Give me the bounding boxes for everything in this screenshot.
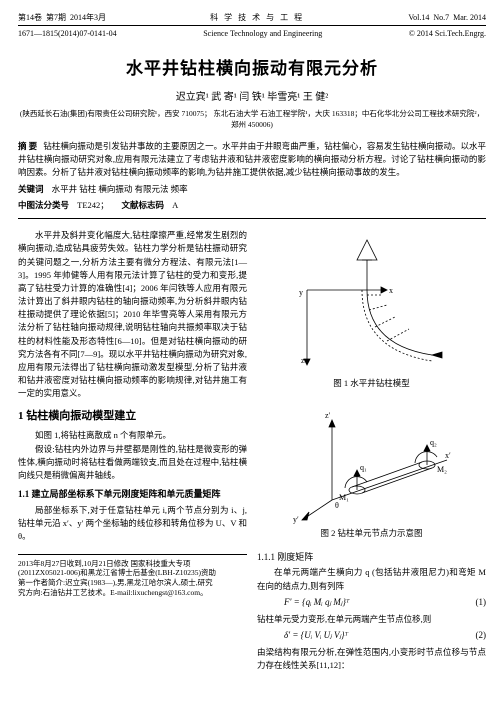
two-column-body: 水平井及斜井变化幅度大,钻柱摩擦严重,经常发生剧烈的横向振动,造成钻具疲劳失效。… [18, 229, 486, 672]
q1-label: q₁ [360, 463, 367, 472]
axis-xprime-label: x′ [445, 451, 451, 460]
m1-label: M₁ [339, 493, 349, 502]
footnote-block: 2013年8月27日收到,10月21日修改 国家科技重大专项 (2011ZX05… [18, 554, 247, 598]
axis-yprime-label: y′ [293, 515, 299, 524]
axis-x-label: x [389, 286, 393, 295]
figure-1-caption: 图 1 水平井钻柱模型 [333, 377, 410, 390]
footnote-line-3: 第一作者简介:迟立宾(1983—),男,黑龙江哈尔滨人,硕士,研究 [18, 578, 247, 588]
paper-page: 第14卷 第7期 2014年3月 科 学 技 术 与 工 程 Vol.14 No… [0, 0, 504, 684]
axis-y-label: y [299, 288, 303, 297]
p-stiffness-3: 由梁结构有限元分析,在弹性范围内,小变形时节点位移与节点力存在线性关系[11,1… [257, 646, 486, 672]
eq1-number: (1) [476, 596, 487, 610]
abstract-label: 摘 要 [18, 141, 37, 151]
keywords-row: 关键词 水平井 钻柱 横向振动 有限元法 频率 [18, 184, 486, 196]
axis-zprime-label: z′ [325, 411, 331, 420]
header-copyright: © 2014 Sci.Tech.Engrg. [409, 28, 486, 39]
figure-1: x y z 图 1 水平井钻柱模型 [257, 235, 486, 390]
eq2-body: δ' = {Uᵢ Vᵢ Uⱼ Vⱼ}ᵀ [284, 629, 348, 643]
p-stiffness-2: 钻柱单元受力变形,在单元两端产生节点位移,则 [257, 613, 486, 626]
equation-1: F' = {qᵢ Mᵢ qⱼ Mⱼ}ᵀ (1) [257, 596, 486, 610]
header-journal-en: Science Technology and Engineering [203, 28, 322, 39]
class-label: 中图法分类号 [18, 200, 69, 210]
class-code: TE242； [77, 200, 109, 210]
p-assumptions: 假设:钻柱内外边界与井壁都是刚性的,钻柱是微变形的弹性体,横向振动时将钻柱看做两… [18, 443, 247, 483]
theta-label: θ [335, 501, 339, 510]
intro-paragraph: 水平井及斜井变化幅度大,钻柱摩擦严重,经常发生剧烈的横向振动,造成钻具疲劳失效。… [18, 229, 247, 400]
keywords-text: 水平井 钻柱 横向振动 有限元法 频率 [52, 184, 188, 194]
footnote-line-2: (2011ZX05021-006)和黑龙江省博士后基金(LBH-Z10235)资… [18, 568, 247, 578]
q2-label: q₂ [430, 438, 437, 447]
equation-2: δ' = {Uᵢ Vᵢ Uⱼ Vⱼ}ᵀ (2) [257, 629, 486, 643]
header-journal-cn: 科 学 技 术 与 工 程 [210, 12, 304, 23]
header-issn: 1671—1815(2014)07-0141-04 [18, 28, 117, 39]
left-column: 水平井及斜井变化幅度大,钻柱摩擦严重,经常发生剧烈的横向振动,造成钻具疲劳失效。… [18, 229, 247, 672]
right-column: x y z 图 1 水平井钻柱模型 [257, 229, 486, 672]
axis-z-label: z [301, 356, 305, 365]
affiliations: (陕西延长石油(集团)有限责任公司研究院¹，西安 710075； 东北石油大学 … [18, 109, 486, 130]
section-1-heading: 1 钻柱横向振动模型建立 [18, 408, 247, 425]
authors-line: 迟立宾¹ 武 寄¹ 闫 铁¹ 毕雪亮¹ 王 健² [18, 91, 486, 105]
eq1-body: F' = {qᵢ Mᵢ qⱼ Mⱼ}ᵀ [284, 596, 349, 610]
p-fig1-ref: 如图 1,将钻柱离散成 n 个有限单元。 [18, 429, 247, 442]
figure-2-caption: 图 2 钻柱单元节点力示意图 [320, 527, 422, 540]
header-vol-en: Vol.14 No.7 Mar. 2014 [408, 12, 486, 23]
header-row-2: 1671—1815(2014)07-0141-04 Science Techno… [18, 28, 486, 39]
classification-row: 中图法分类号 TE242； 文献标志码 A [18, 200, 486, 219]
footnote-line-4: 究方向:石油钻井工艺技术。E-mail:lixuchengst@163.com。 [18, 588, 247, 598]
figure-2-svg: z′ y′ x′ q₁ M₁ q₂ M₂ θ [287, 400, 457, 525]
figure-1-svg: x y z [287, 235, 457, 375]
section-1-1-heading: 1.1 建立局部坐标系下单元刚度矩阵和单元质量矩阵 [18, 488, 247, 502]
abstract-block: 摘 要 钻柱横向振动是引发钻井事故的主要原因之一。水平井由于井眼弯曲严重，钻柱偏… [18, 140, 486, 178]
p-local-coord: 局部坐标系下,对于任意钻柱单元 i,两个节点分别为 i、j,钻柱单元沿 x′、y… [18, 504, 247, 544]
figure-2: z′ y′ x′ q₁ M₁ q₂ M₂ θ 图 2 钻柱单元节点力示意图 [257, 400, 486, 540]
m2-label: M₂ [437, 465, 447, 474]
keywords-label: 关键词 [18, 184, 44, 194]
p-stiffness-1: 在单元两端产生横向力 q (包括钻井液阻尼力)和弯矩 M 在向的结点力,则有列阵 [257, 566, 486, 592]
section-1-1-1-heading: 1.1.1 刚度矩阵 [257, 551, 486, 565]
doc-label: 文献标志码 [122, 200, 165, 210]
abstract-text: 钻柱横向振动是引发钻井事故的主要原因之一。水平井由于井眼弯曲严重，钻柱偏心，容易… [18, 141, 486, 177]
header-vol-issue: 第14卷 第7期 2014年3月 [18, 12, 106, 23]
header-row-1: 第14卷 第7期 2014年3月 科 学 技 术 与 工 程 Vol.14 No… [18, 12, 486, 26]
doc-code: A [172, 200, 178, 210]
footnote-line-1: 2013年8月27日收到,10月21日修改 国家科技重大专项 [18, 559, 247, 569]
eq2-number: (2) [476, 629, 487, 643]
paper-title: 水平井钻柱横向振动有限元分析 [18, 57, 486, 81]
